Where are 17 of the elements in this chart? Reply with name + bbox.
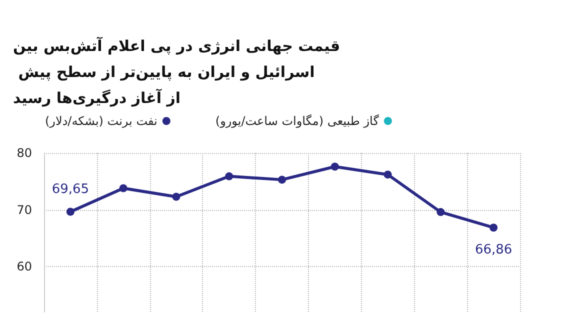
point <box>225 172 234 180</box>
legend-label: نفت برنت (بشکه/دلار) <box>44 114 158 128</box>
point <box>119 184 128 192</box>
data-label: 69,65 <box>52 182 90 197</box>
point <box>278 176 286 184</box>
point <box>436 208 445 216</box>
point <box>66 208 74 216</box>
point <box>330 162 339 171</box>
point <box>384 170 392 179</box>
chart-title: قیمت جهانی انرژی در پی اعلام آتش‌بس بین اسرائیل و ایران به پایین‌تر از سطح پیش از آغاز درگیری‌ها رسید <box>13 36 340 107</box>
y-tick-label: 60 <box>16 260 32 274</box>
point <box>490 224 498 232</box>
legend-label: گاز طبیعی (مگاوات ساعت/یورو) <box>215 114 380 128</box>
data-label: 66,86 <box>474 242 512 258</box>
y-tick-label: 80 <box>16 146 32 160</box>
y-tick-label: 70 <box>16 202 32 217</box>
point <box>172 192 180 201</box>
